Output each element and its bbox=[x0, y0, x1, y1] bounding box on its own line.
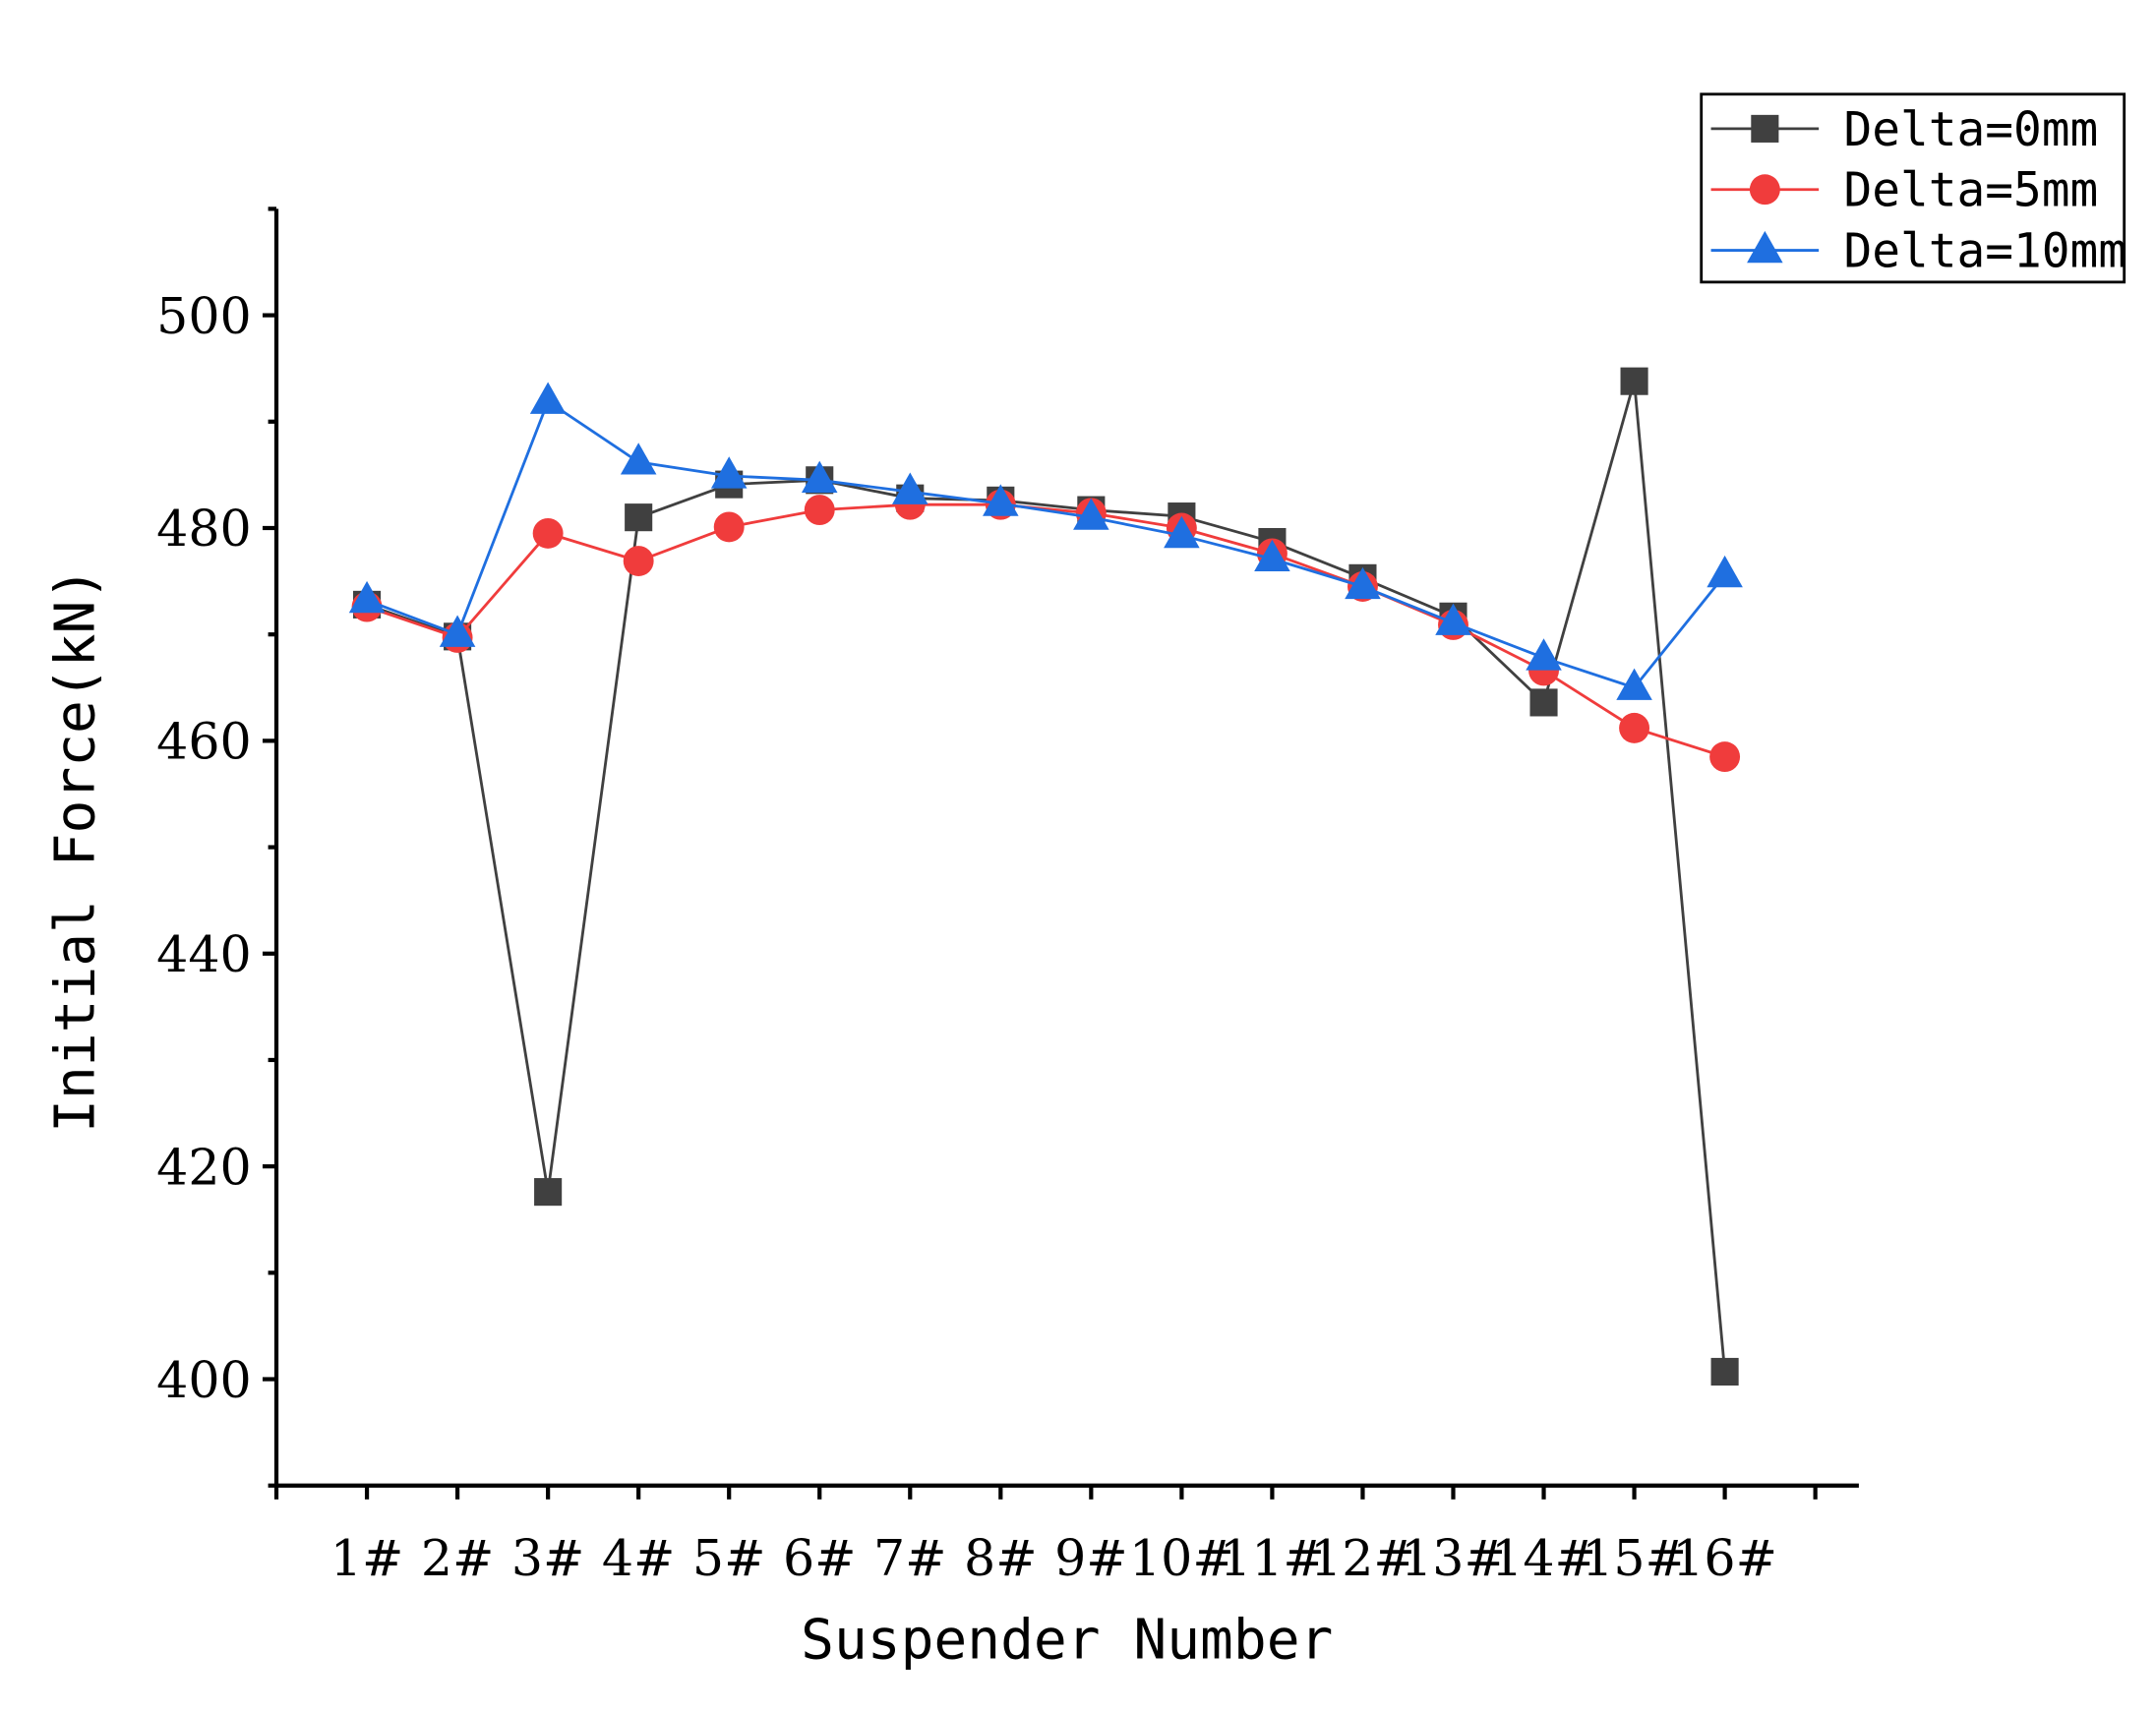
x-axis-label: Suspender Number bbox=[801, 1608, 1333, 1672]
data-point bbox=[534, 1178, 563, 1207]
x-tick-label: 13# bbox=[1401, 1529, 1506, 1587]
data-point bbox=[892, 472, 928, 504]
data-point bbox=[801, 460, 838, 493]
data-point bbox=[1529, 688, 1558, 717]
series-line bbox=[366, 399, 1726, 689]
x-tick-label: 14# bbox=[1491, 1529, 1596, 1587]
data-point bbox=[348, 580, 386, 614]
y-tick-label: 500 bbox=[156, 287, 252, 345]
series-delta-0mm bbox=[353, 367, 1739, 1386]
data-point bbox=[983, 484, 1019, 516]
series-line bbox=[366, 502, 1726, 758]
legend: Delta=0mm Delta=5mm Delta=10mm bbox=[1700, 92, 2126, 284]
data-point bbox=[620, 442, 657, 475]
data-point bbox=[1254, 539, 1290, 572]
x-tick-label: 5# bbox=[692, 1529, 766, 1587]
legend-marker bbox=[1751, 114, 1779, 143]
data-point bbox=[713, 511, 745, 543]
data-point bbox=[1619, 712, 1650, 743]
x-tick-label: 2# bbox=[421, 1529, 495, 1587]
series-delta-10mm bbox=[348, 382, 1743, 700]
legend-marker bbox=[1749, 174, 1780, 206]
data-point bbox=[529, 382, 567, 414]
data-point bbox=[1435, 603, 1471, 635]
legend-label: Delta=0mm bbox=[1843, 103, 2098, 157]
x-tick-label: 11# bbox=[1220, 1529, 1325, 1587]
y-tick-label: 480 bbox=[156, 500, 252, 558]
data-point bbox=[623, 546, 654, 576]
y-tick-label: 400 bbox=[156, 1351, 252, 1409]
data-point bbox=[625, 503, 653, 532]
series-delta-5mm bbox=[351, 489, 1741, 773]
y-tick-label: 420 bbox=[156, 1138, 252, 1196]
y-tick-label: 440 bbox=[156, 925, 252, 983]
x-tick-label: 7# bbox=[873, 1529, 947, 1587]
x-tick-label: 9# bbox=[1054, 1529, 1128, 1587]
data-point bbox=[1616, 668, 1652, 700]
legend-label: Delta=5mm bbox=[1843, 164, 2098, 218]
x-tick-label: 12# bbox=[1310, 1529, 1415, 1587]
legend-marker bbox=[1747, 230, 1783, 264]
x-tick-label: 3# bbox=[511, 1529, 585, 1587]
data-point bbox=[439, 615, 476, 647]
data-point bbox=[804, 495, 835, 526]
y-tick-label: 460 bbox=[156, 713, 252, 771]
x-tick-label: 16# bbox=[1672, 1529, 1777, 1587]
x-tick-label: 1# bbox=[330, 1529, 404, 1587]
x-tick-label: 15# bbox=[1582, 1529, 1687, 1587]
data-point bbox=[710, 456, 748, 489]
data-point bbox=[532, 517, 564, 549]
y-axis-label: Initial Force(kN) bbox=[44, 567, 108, 1133]
legend-label: Delta=10mm bbox=[1843, 224, 2126, 278]
x-tick-label: 6# bbox=[783, 1529, 857, 1587]
data-point bbox=[1709, 741, 1741, 773]
data-point bbox=[1710, 1357, 1739, 1386]
x-tick-label: 4# bbox=[602, 1529, 676, 1587]
data-point bbox=[1707, 555, 1743, 588]
x-tick-label: 8# bbox=[964, 1529, 1038, 1587]
series-line bbox=[366, 381, 1726, 1373]
data-point bbox=[1164, 515, 1200, 549]
data-point bbox=[1620, 367, 1648, 395]
data-point bbox=[1073, 498, 1109, 530]
series-group bbox=[348, 367, 1743, 1386]
x-tick-label: 10# bbox=[1129, 1529, 1234, 1587]
data-point bbox=[1526, 638, 1562, 671]
data-point bbox=[1345, 566, 1381, 600]
